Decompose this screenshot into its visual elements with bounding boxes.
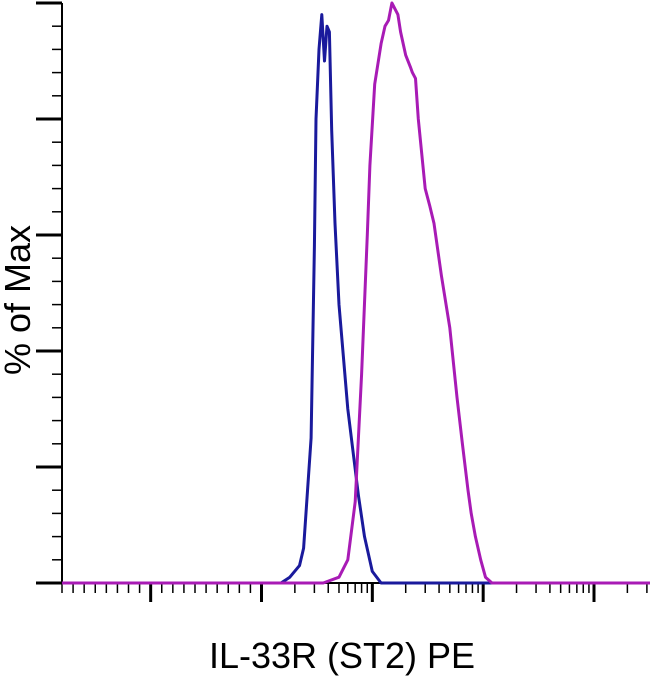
series-line-2	[62, 1, 650, 585]
y-axis-title: % of Max	[0, 225, 38, 375]
series-layer	[62, 1, 650, 585]
series-line-1	[62, 13, 650, 585]
y-axis-ticks	[36, 1, 62, 585]
x-axis-ticks	[61, 583, 648, 602]
x-axis-title: IL-33R (ST2) PE	[209, 635, 475, 676]
